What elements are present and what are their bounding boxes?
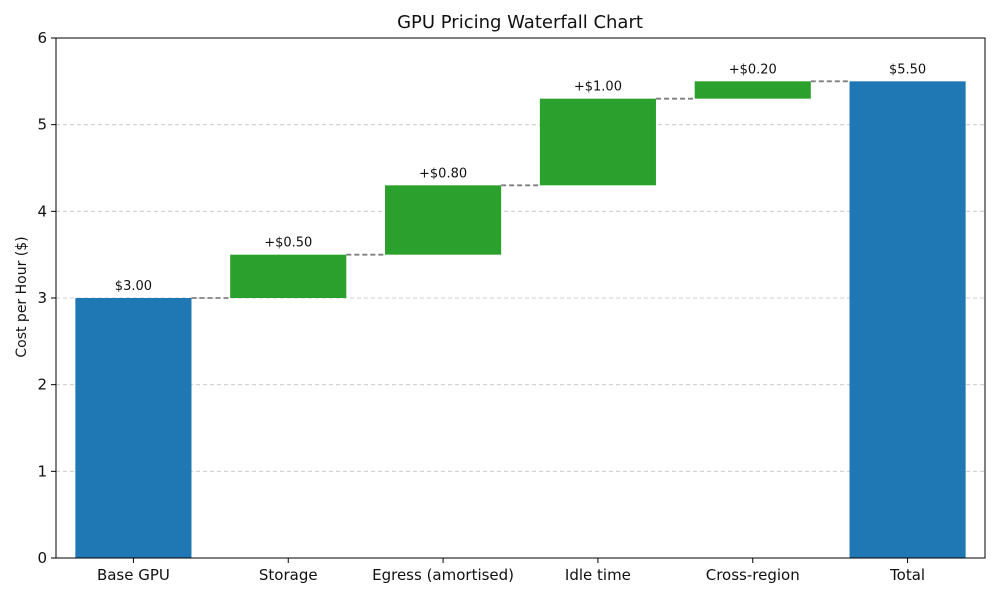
bar-cross-region [694, 81, 811, 99]
y-tick-label: 6 [37, 29, 47, 47]
y-tick-label: 2 [37, 376, 47, 394]
y-tick-label: 3 [37, 289, 47, 307]
data-label: +$0.20 [729, 62, 777, 77]
y-tick-label: 1 [37, 462, 47, 480]
y-tick-label: 5 [37, 116, 47, 134]
x-tick-label: Storage [259, 566, 318, 584]
y-tick-label: 4 [37, 202, 47, 220]
y-tick-label: 0 [37, 549, 47, 567]
connector-layer [191, 80, 850, 299]
x-tick-label: Total [889, 566, 925, 584]
chart-title: GPU Pricing Waterfall Chart [397, 12, 643, 33]
data-label: +$0.80 [419, 166, 467, 181]
data-label-layer: $3.00 +$0.50 +$0.80 +$1.00 +$0.20 $5.50 [115, 62, 926, 294]
x-tick-label: Idle time [565, 566, 631, 584]
bar-base-gpu [75, 298, 192, 558]
x-tick-label: Egress (amortised) [372, 566, 514, 584]
bar-idle-time [539, 98, 656, 186]
bar-egress-amortised [385, 185, 502, 255]
data-label: +$1.00 [574, 80, 622, 95]
x-tick-label: Cross-region [706, 566, 800, 584]
category-layer: Base GPU Storage Egress (amortised) Idle ti… [97, 558, 925, 584]
data-label: $3.00 [115, 279, 152, 294]
bar-layer [75, 81, 966, 558]
y-axis-label: Cost per Hour ($) [14, 236, 30, 357]
x-tick-label: Base GPU [97, 566, 170, 584]
data-label: $5.50 [889, 62, 926, 77]
data-label: +$0.50 [264, 236, 312, 251]
tick-layer: 0 1 2 3 4 5 6 [37, 29, 56, 567]
bar-total [849, 81, 966, 558]
bar-storage [230, 254, 347, 298]
